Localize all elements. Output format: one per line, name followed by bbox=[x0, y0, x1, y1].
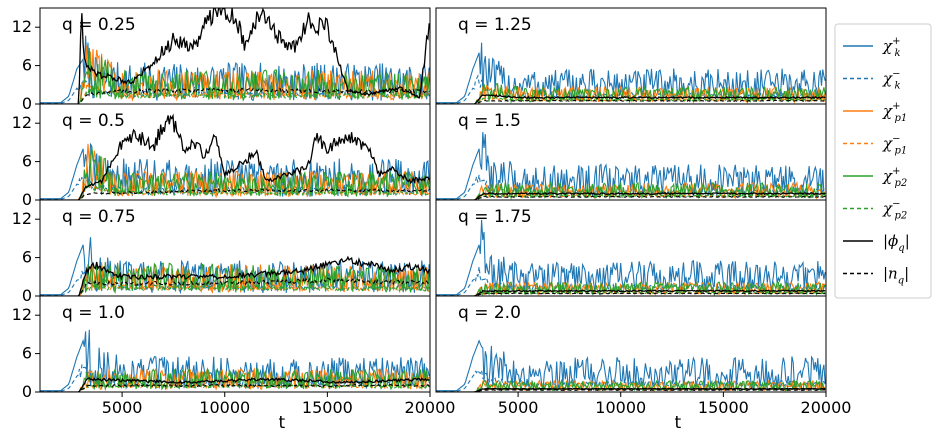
series-line-phi_q bbox=[436, 387, 826, 392]
panel-series bbox=[436, 339, 826, 392]
y-tick-label: 0 bbox=[22, 286, 32, 305]
y-tick-label: 12 bbox=[12, 17, 32, 36]
panel-series bbox=[40, 113, 430, 200]
x-tick-label: 10000 bbox=[199, 398, 250, 417]
panel-series bbox=[40, 8, 430, 104]
y-tick-label: 6 bbox=[22, 248, 32, 267]
panel-series bbox=[40, 237, 430, 296]
y-tick-label: 6 bbox=[22, 344, 32, 363]
series-line-chi_k_plus bbox=[436, 219, 826, 296]
legend-label-chi_p2_minus: χ− p2 bbox=[882, 199, 907, 222]
series-line-n_q bbox=[40, 276, 430, 296]
series-line-chi_p2_minus bbox=[40, 181, 430, 200]
y-tick-label: 0 bbox=[22, 190, 32, 209]
panel-0.5: q = 0.5 0 6 12 bbox=[12, 103, 431, 209]
panel-series bbox=[436, 42, 826, 104]
x-axis-label: t bbox=[674, 413, 681, 433]
panel-1.25: q = 1.25 bbox=[435, 7, 827, 105]
panel-frame bbox=[435, 295, 827, 393]
legend-label-chi_k_minus: χ− k bbox=[882, 69, 901, 92]
panel-label: q = 2.0 bbox=[458, 303, 521, 323]
series-line-chi_p2_plus bbox=[40, 146, 430, 200]
legend-label-chi_p2_plus: χ+ p2 bbox=[882, 166, 907, 189]
series-line-chi_k_plus bbox=[40, 329, 430, 392]
series-line-phi_q bbox=[436, 289, 826, 296]
legend-frame bbox=[834, 23, 932, 299]
panel-1.0: q = 1.0 0 6 12 bbox=[12, 295, 431, 401]
panel-2.0: q = 2.0 bbox=[435, 295, 827, 393]
panel-1.5: q = 1.5 bbox=[435, 103, 827, 201]
y-tick-label: 0 bbox=[22, 94, 32, 113]
x-tick-label: 10000 bbox=[595, 398, 646, 417]
series-line-chi_p2_minus bbox=[436, 290, 826, 296]
legend: χ+ k χ− k χ+ p1 χ− p1 χ+ p2 χ− p2 |ϕq| |nq| bbox=[834, 23, 932, 299]
series-line-chi_p2_plus bbox=[40, 47, 430, 104]
series-line-phi_q bbox=[436, 191, 826, 200]
panels-group: q = 0.25 0 6 12 q = 1.25 q = 0.5 0 6 12 q = 1.5 q … bbox=[12, 7, 827, 401]
panel-series bbox=[40, 329, 430, 392]
y-tick-label: 12 bbox=[12, 113, 32, 132]
legend-label-chi_k_plus: χ+ k bbox=[882, 36, 901, 59]
series-line-chi_p2_minus bbox=[40, 383, 430, 392]
series-line-phi_q bbox=[40, 8, 430, 104]
x-tick-label: 5000 bbox=[102, 398, 143, 417]
legend-label-phi_q: |ϕq| bbox=[883, 232, 910, 254]
series-line-chi_p2_plus bbox=[40, 367, 430, 392]
x-axis-label: t bbox=[278, 413, 285, 433]
y-tick-label: 6 bbox=[22, 152, 32, 171]
series-line-n_q bbox=[40, 383, 430, 392]
x-tick-labels: 5000 10000 15000 20000 5000 10000 15000 20000 bbox=[102, 392, 852, 417]
panel-0.25: q = 0.25 0 6 12 bbox=[12, 7, 431, 113]
series-line-phi_q bbox=[40, 377, 430, 392]
x-tick-label: 20000 bbox=[801, 398, 852, 417]
series-line-chi_p2_minus bbox=[40, 283, 430, 296]
series-line-n_q bbox=[436, 99, 826, 104]
y-tick-label: 0 bbox=[22, 382, 32, 401]
series-line-n_q bbox=[436, 389, 826, 392]
panel-label: q = 1.5 bbox=[458, 111, 521, 131]
series-line-chi_p2_minus bbox=[436, 193, 826, 200]
y-tick-label: 12 bbox=[12, 305, 32, 324]
x-tick-label: 20000 bbox=[405, 398, 456, 417]
series-line-n_q bbox=[40, 187, 430, 200]
panel-label: q = 1.25 bbox=[458, 15, 532, 35]
panel-label: q = 1.0 bbox=[62, 303, 125, 323]
series-line-n_q bbox=[436, 292, 826, 296]
legend-label-chi_p1_plus: χ+ p1 bbox=[882, 101, 907, 124]
panel-label: q = 0.5 bbox=[62, 111, 125, 131]
series-line-phi_q bbox=[436, 94, 826, 104]
series-line-chi_p2_plus bbox=[40, 261, 430, 296]
x-tick-label: 15000 bbox=[302, 398, 353, 417]
panel-frame bbox=[39, 295, 431, 393]
panel-label: q = 0.75 bbox=[62, 207, 136, 227]
series-line-chi_k_minus bbox=[436, 367, 826, 392]
panel-series bbox=[436, 132, 826, 200]
panel-label: q = 0.25 bbox=[62, 15, 136, 35]
series-line-n_q bbox=[40, 87, 430, 104]
series-line-chi_p2_plus bbox=[436, 180, 826, 200]
y-tick-label: 6 bbox=[22, 56, 32, 75]
legend-label-chi_p1_minus: χ− p1 bbox=[882, 134, 907, 157]
y-tick-label: 12 bbox=[12, 209, 32, 228]
legend-label-n_q: |nq| bbox=[883, 265, 909, 287]
panel-1.75: q = 1.75 bbox=[435, 199, 827, 297]
panel-series bbox=[436, 219, 826, 296]
x-tick-label: 15000 bbox=[698, 398, 749, 417]
series-line-chi_p2_plus bbox=[436, 378, 826, 392]
series-line-phi_q bbox=[40, 255, 430, 296]
series-line-phi_q bbox=[40, 113, 430, 200]
panel-label: q = 1.75 bbox=[458, 207, 532, 227]
x-tick-label: 5000 bbox=[498, 398, 539, 417]
series-line-chi_p2_minus bbox=[436, 96, 826, 104]
series-line-chi_k_plus bbox=[436, 42, 826, 104]
panel-0.75: q = 0.75 0 6 12 bbox=[12, 199, 431, 305]
series-line-n_q bbox=[436, 195, 826, 200]
